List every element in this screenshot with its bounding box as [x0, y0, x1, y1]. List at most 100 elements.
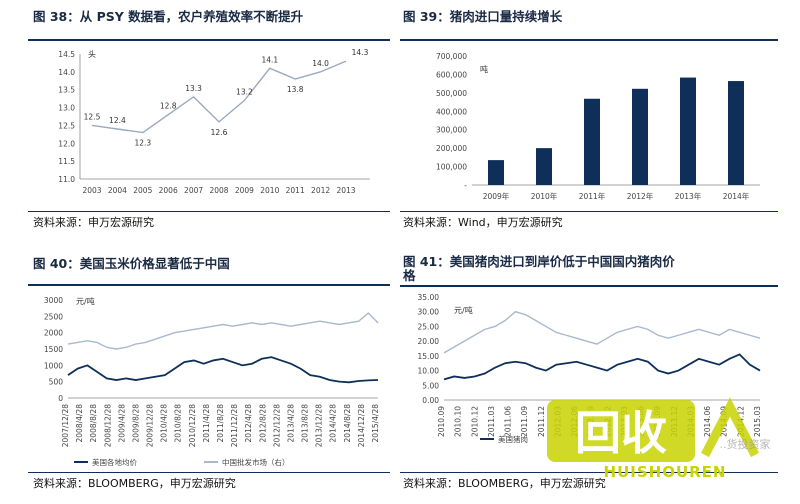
- corn-unit-label: 元/吨: [76, 296, 95, 306]
- imports-bar: [488, 160, 504, 185]
- chart-title-40: 图 40：美国玉米价格显著低于中国: [33, 256, 230, 271]
- corn-ytick: 2000: [44, 329, 63, 338]
- psy-data-label: 13.8: [287, 85, 304, 94]
- watermark-main-text: 回收: [575, 406, 667, 460]
- psy-data-label: 12.5: [84, 112, 101, 121]
- psy-xtick: 2005: [133, 186, 152, 195]
- pork-ytick: 10.00: [418, 367, 440, 376]
- pork-ytick: 0.00: [422, 396, 439, 405]
- psy-xtick: 2008: [209, 186, 228, 195]
- corn-ytick: 500: [49, 378, 64, 387]
- corn-xtick: 2007/12/28: [61, 404, 70, 447]
- line-chart-psy: 11.0 11.5 12.0 12.5 13.0 13.5 14.0 14.5 头 2003 200…: [58, 48, 370, 195]
- corn-ytick: 3000: [44, 296, 63, 305]
- pork-xtick: 2011.03: [487, 406, 496, 437]
- psy-ytick: 11.0: [58, 175, 75, 184]
- pork-series-line: [443, 353, 761, 381]
- psy-xtick: 2004: [108, 186, 127, 195]
- corn-xtick: 2009/4/28: [117, 404, 126, 443]
- psy-data-label: 13.2: [236, 87, 253, 96]
- corn-xtick: 2010/12/28: [188, 404, 197, 447]
- pork-unit-label: 元/吨: [454, 305, 473, 315]
- corn-xtick: 2014/8/28: [343, 404, 352, 443]
- psy-xtick: 2010: [260, 186, 279, 195]
- pork-legend-label: 美国猪肉: [498, 434, 528, 444]
- source-rule-40: [28, 472, 390, 473]
- watermark-badge: [547, 400, 695, 462]
- pork-series-line: [443, 310, 761, 354]
- imports-bar: [680, 77, 696, 185]
- corn-xtick: 2009/12/28: [146, 404, 155, 447]
- source-39: 资料来源：Wind，申万宏源研究: [403, 216, 563, 229]
- source-rule-39: [400, 211, 778, 212]
- corn-xtick: 2011/8/28: [216, 404, 225, 443]
- psy-unit-label: 头: [88, 49, 96, 59]
- psy-ytick: 12.5: [58, 121, 75, 130]
- imports-bar: [632, 88, 648, 185]
- psy-xtick: 2007: [184, 186, 203, 195]
- corn-xtick: 2013/12/28: [315, 404, 324, 447]
- corn-xtick: 2008/12/28: [103, 404, 112, 447]
- imports-bar: [728, 81, 744, 185]
- psy-ytick: 13.0: [58, 104, 75, 113]
- psy-xtick: 2013: [336, 186, 355, 195]
- imports-ytick: 600,000: [436, 70, 467, 79]
- corn-xtick: 2012/12/28: [272, 404, 281, 447]
- corn-xtick: 2014/12/28: [357, 404, 366, 447]
- psy-xtick: 2003: [82, 186, 101, 195]
- psy-xtick: 2006: [159, 186, 178, 195]
- psy-data-label: 12.6: [211, 128, 228, 137]
- watermark: 回收 HUISHOUREN ..货投资家: [545, 395, 780, 500]
- pork-xtick: 2010.12: [470, 406, 479, 437]
- corn-ytick: 1500: [44, 345, 63, 354]
- line-chart-corn-price: 0 500 1000 1500 2000 2500 3000 元/吨 2007/12/28 200…: [44, 296, 380, 467]
- corn-xtick: 2009/8/28: [131, 404, 140, 443]
- corn-xtick: 2011/4/28: [202, 404, 211, 443]
- pork-xtick: 2011.06: [504, 406, 513, 437]
- imports-bar: [536, 148, 552, 185]
- psy-data-label: 14.3: [352, 48, 369, 57]
- imports-xtick: 2013年: [675, 191, 702, 201]
- corn-series-line: [67, 356, 379, 384]
- watermark-sub-text: HUISHOUREN: [604, 463, 727, 481]
- psy-ytick: 14.0: [58, 68, 75, 77]
- psy-line: [91, 60, 347, 134]
- chart-39: - 100,000 200,000 300,000 400,000 500,000 600,…: [400, 42, 778, 210]
- chart-40: 0 500 1000 1500 2000 2500 3000 元/吨 2007/12/28 200…: [28, 286, 390, 470]
- chart-title-38: 图 38：从 PSY 数据看，农户养殖效率不断提升: [33, 9, 304, 24]
- corn-xtick: 2015/4/28: [371, 404, 380, 443]
- chart-title-41: 图 41：美国猪肉进口到岸价低于中国国内猪肉价: [403, 254, 675, 269]
- corn-xtick: 2010/8/28: [174, 404, 183, 443]
- corn-xtick: 2008/4/28: [75, 404, 84, 443]
- corn-legend-label: 美国各地均价: [92, 457, 137, 467]
- imports-ytick: 400,000: [436, 107, 467, 116]
- pork-ytick: 15.00: [418, 352, 440, 361]
- imports-ytick: 700,000: [436, 52, 467, 61]
- psy-data-label: 13.3: [185, 84, 202, 93]
- source-rule-41: [400, 472, 778, 473]
- source-40: 资料来源：BLOOMBERG，申万宏源研究: [33, 477, 236, 490]
- psy-data-label: 12.4: [109, 116, 126, 125]
- corn-xtick: 2011/12/28: [230, 404, 239, 447]
- pork-xtick: 2011.09: [520, 406, 529, 437]
- psy-ytick: 12.0: [58, 139, 75, 148]
- corn-legend-label: 中国批发市场（右）: [222, 457, 290, 467]
- pork-xtick: 2015.03: [753, 406, 762, 437]
- pork-xtick: 2010.10: [454, 406, 463, 437]
- pork-ytick: 5.00: [422, 381, 439, 390]
- imports-ytick: 300,000: [436, 126, 467, 135]
- pork-xtick: 2011.12: [537, 406, 546, 437]
- source-38: 资料来源：申万宏源研究: [33, 216, 154, 229]
- pork-xtick: 2014.06: [703, 406, 712, 437]
- psy-xtick: 2011: [286, 186, 305, 195]
- watermark-person-icon: [701, 397, 759, 458]
- title-rule-40: [28, 284, 390, 286]
- imports-ytick: -: [464, 181, 467, 190]
- watermark-logo: 回收 HUISHOUREN ..货投资家: [547, 397, 771, 481]
- source-41: 资料来源：BLOOMBERG，申万宏源研究: [403, 477, 606, 490]
- pork-ytick: 30.00: [418, 308, 440, 317]
- corn-ytick: 2500: [44, 312, 63, 321]
- psy-xtick: 2012: [311, 186, 330, 195]
- title-rule-38: [28, 39, 390, 41]
- chart-title-41-line2: 格: [403, 268, 416, 283]
